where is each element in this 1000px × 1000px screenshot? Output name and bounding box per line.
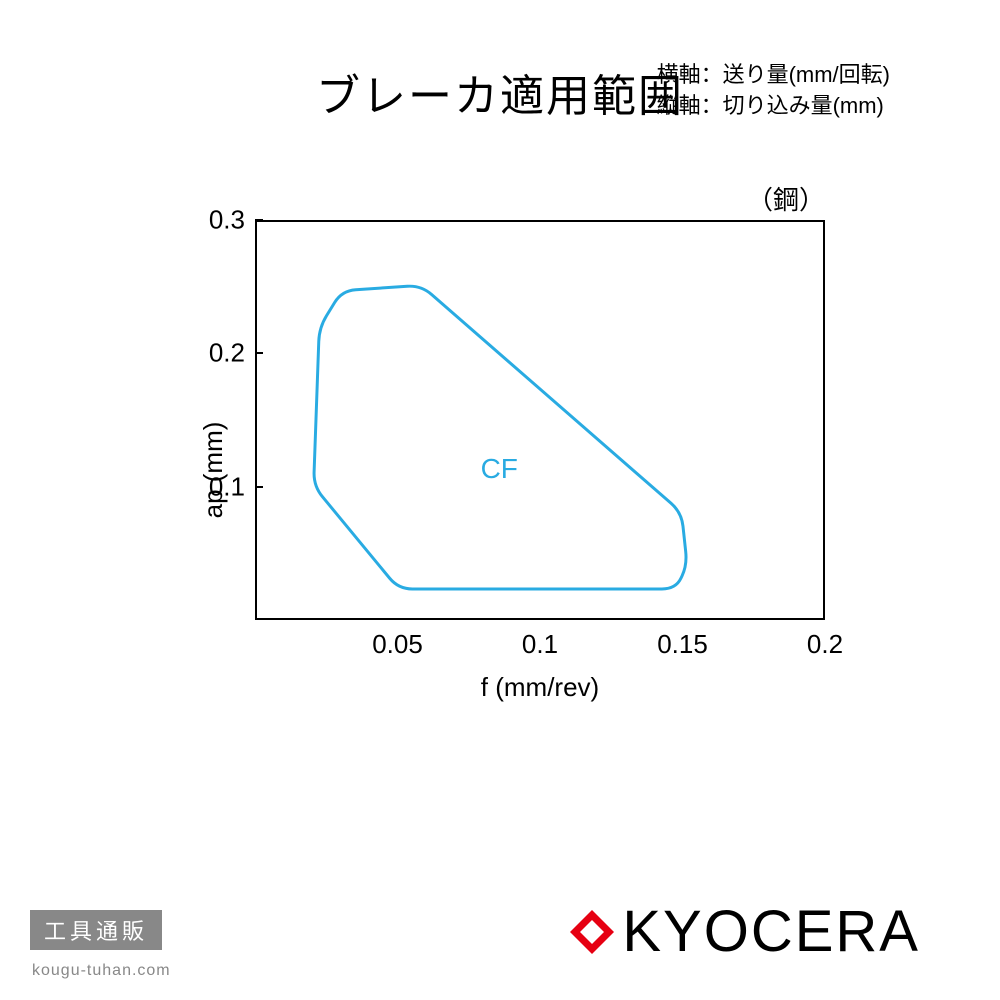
x-axis-label: f (mm/rev) [481, 672, 599, 703]
x-tick-label: 0.05 [372, 629, 423, 660]
y-axis-description: 縦軸：切り込み量(mm) [657, 91, 890, 122]
x-tick-label: 0.1 [522, 629, 558, 660]
retailer-url: kougu-tuhan.com [32, 962, 171, 980]
brand-text: KYOCERA [622, 898, 920, 965]
kyocera-icon [562, 902, 622, 962]
region-plot [257, 222, 823, 618]
y-tick-mark [255, 352, 263, 354]
material-label: （鋼） [747, 180, 825, 217]
chart-container: （鋼） ap (mm) CF f (mm/rev) 0.10.20.30.050… [175, 220, 825, 720]
x-axis-description: 横軸：送り量(mm/回転) [657, 60, 890, 91]
page-title: ブレーカ適用範囲 [316, 60, 684, 124]
y-tick-label: 0.3 [205, 205, 245, 236]
retailer-badge: 工具通販 [30, 910, 162, 950]
y-tick-label: 0.2 [205, 338, 245, 369]
y-tick-mark [255, 486, 263, 488]
y-axis-label: ap (mm) [198, 422, 229, 519]
axis-description: 横軸：送り量(mm/回転) 縦軸：切り込み量(mm) [657, 60, 890, 122]
y-tick-label: 0.1 [205, 471, 245, 502]
plot-area: CF f (mm/rev) [255, 220, 825, 620]
x-tick-label: 0.15 [657, 629, 708, 660]
brand-logo: KYOCERA [562, 898, 920, 965]
y-tick-mark [255, 219, 263, 221]
x-tick-label: 0.2 [807, 629, 843, 660]
region-label: CF [481, 453, 518, 485]
